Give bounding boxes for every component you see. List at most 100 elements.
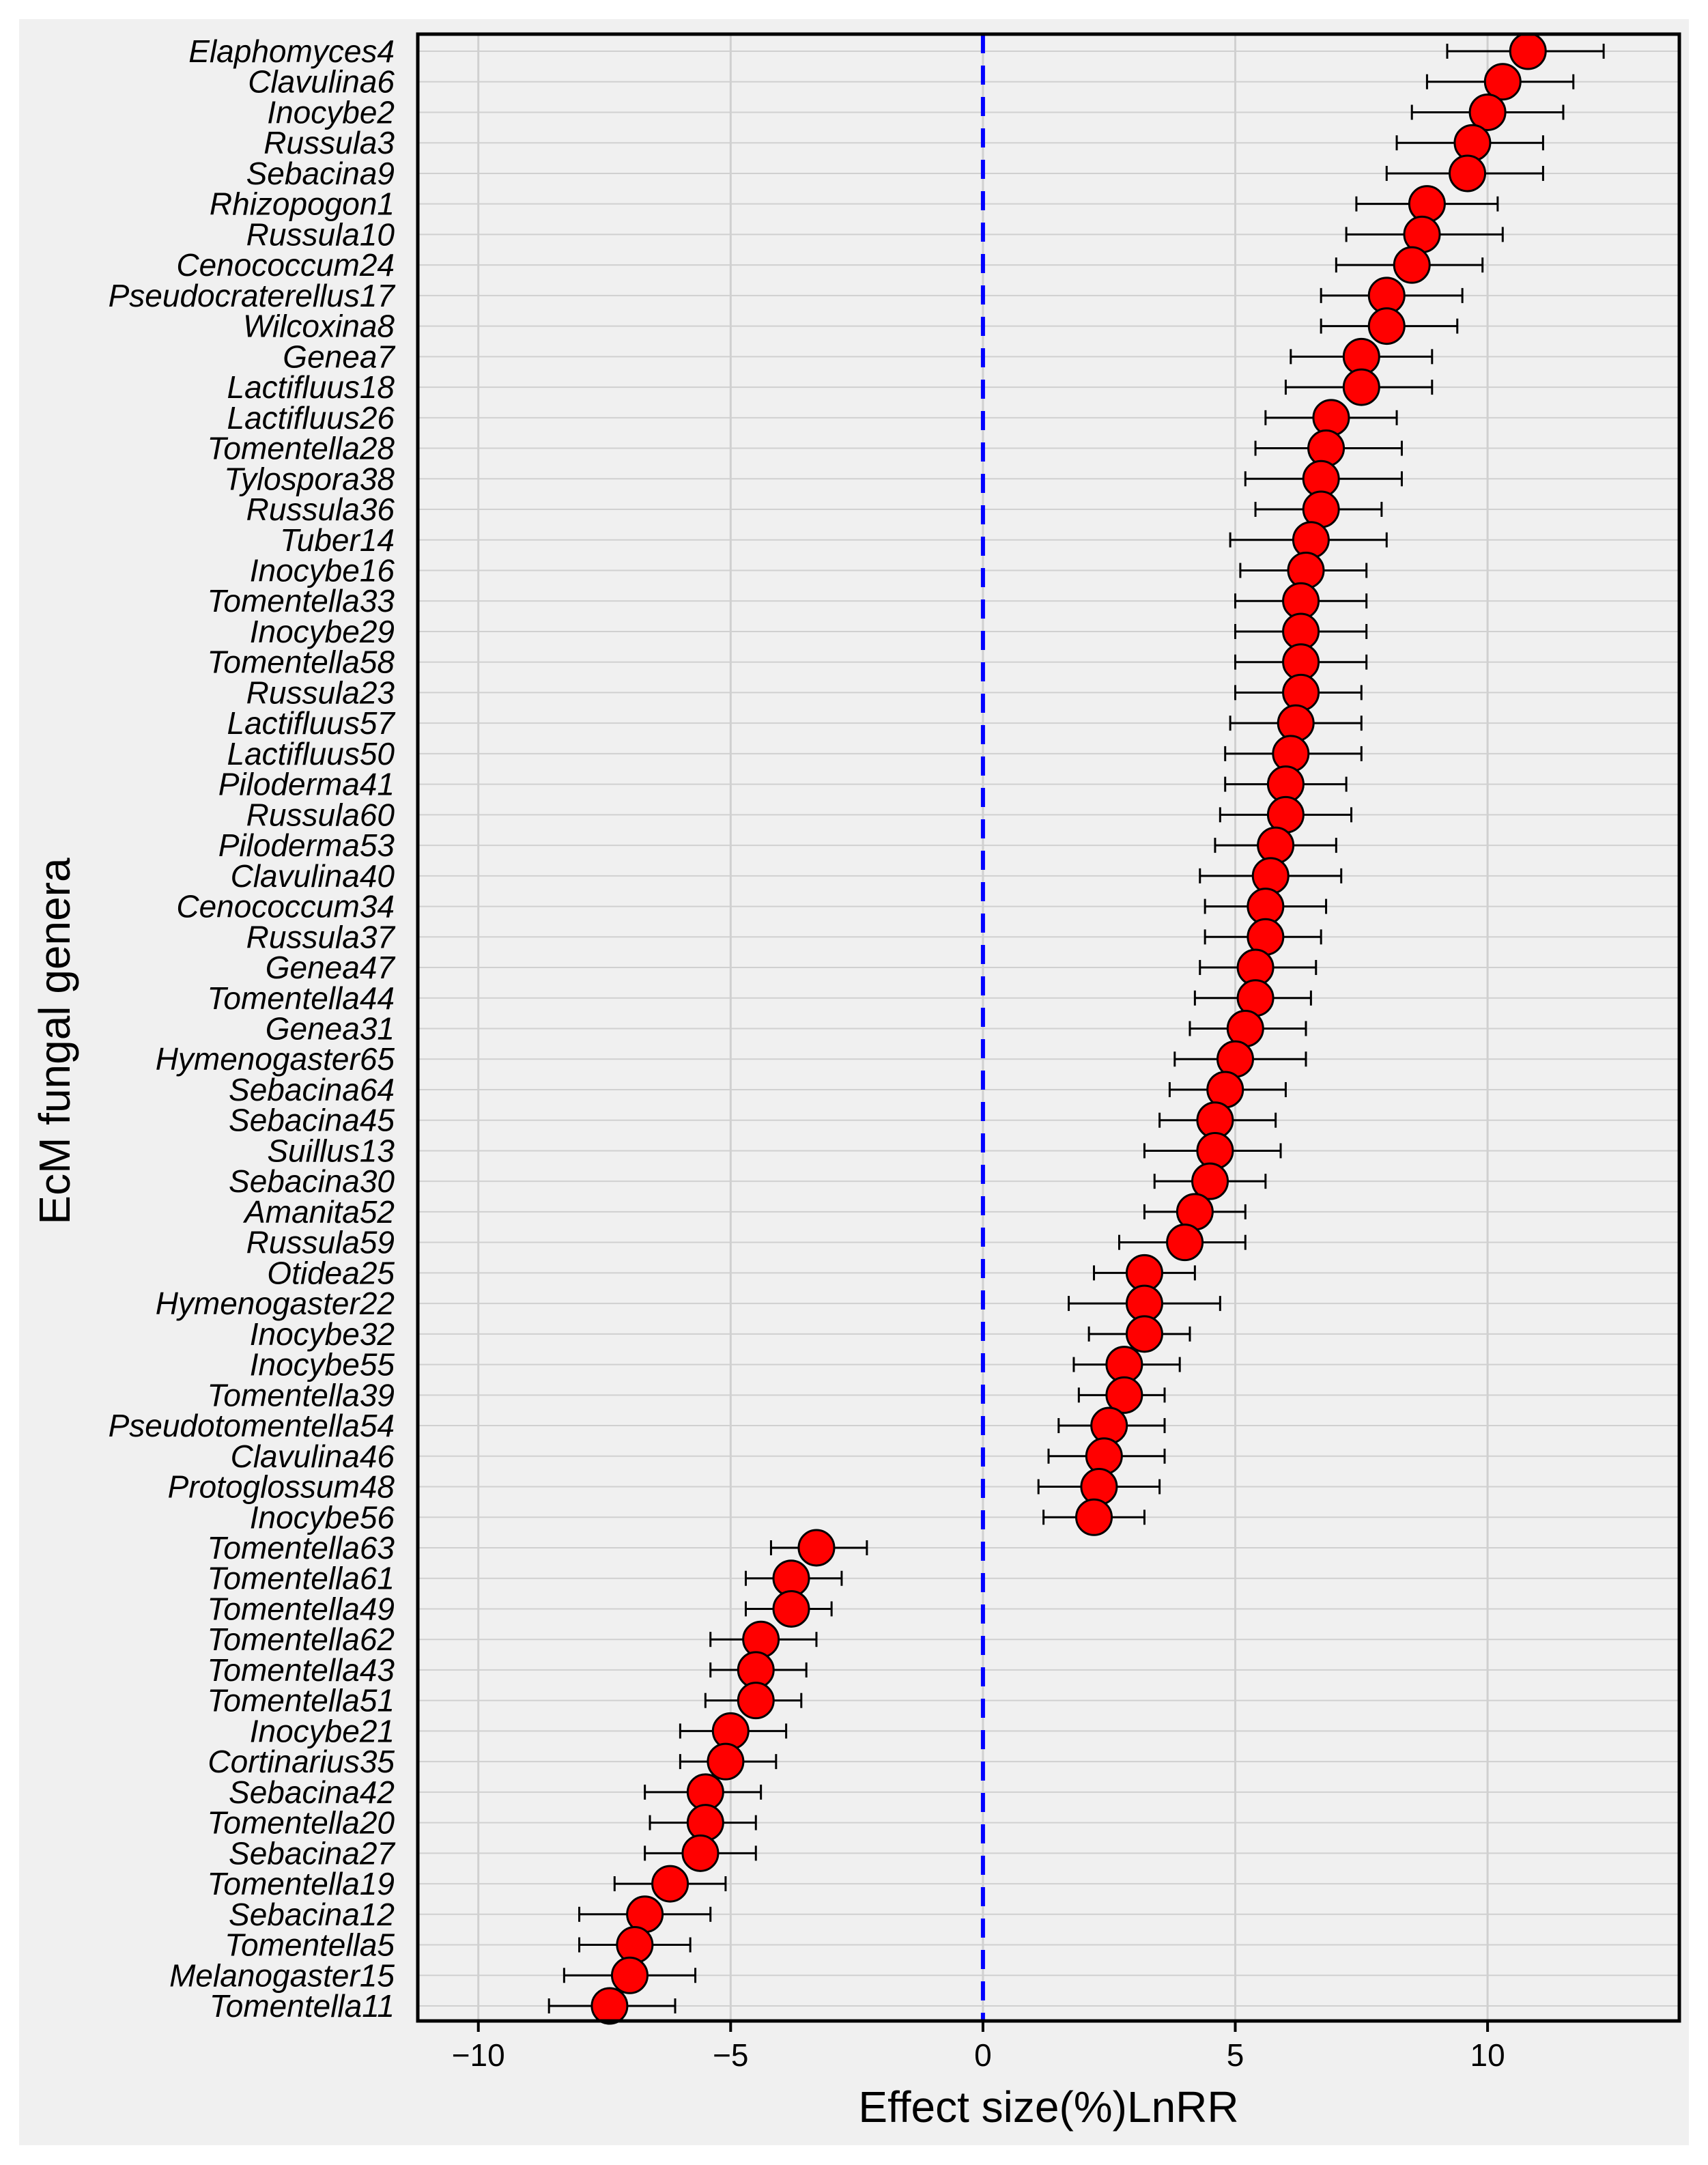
y-tick-labels: Elaphomyces4Clavulina6Inocybe2Russula3Se… bbox=[109, 33, 396, 2024]
effect-point bbox=[1342, 368, 1380, 406]
y-tick-label: Pseudocraterellus17 bbox=[109, 278, 396, 313]
x-tick-labels: −10 −5 0 5 10 bbox=[452, 2021, 1505, 2073]
y-tick-label: Tomentella43 bbox=[208, 1652, 395, 1688]
y-tick-label: Genea7 bbox=[283, 339, 395, 374]
effect-point bbox=[1251, 857, 1290, 895]
y-tick-label: Lactifluus26 bbox=[227, 400, 395, 436]
effect-point bbox=[1277, 704, 1315, 742]
y-tick-label: Russula59 bbox=[246, 1225, 395, 1260]
y-tick-label: Tomentella19 bbox=[208, 1866, 395, 1901]
x-tick-label: 10 bbox=[1470, 2037, 1505, 2073]
effect-point bbox=[616, 1926, 654, 1964]
effect-point bbox=[1282, 673, 1320, 711]
y-tick-label: Inocybe2 bbox=[267, 94, 395, 130]
effect-point bbox=[797, 1529, 836, 1567]
y-tick-label: Inocybe32 bbox=[250, 1316, 395, 1352]
y-tick-label: Hymenogaster22 bbox=[156, 1286, 395, 1321]
y-tick-label: Hymenogaster65 bbox=[156, 1041, 395, 1077]
y-tick-label: Inocybe56 bbox=[250, 1499, 395, 1535]
effect-point bbox=[707, 1742, 745, 1781]
y-tick-label: Rhizopogon1 bbox=[210, 186, 395, 222]
y-tick-label: Piloderma53 bbox=[218, 827, 395, 863]
y-tick-label: Russula10 bbox=[246, 216, 395, 252]
y-tick-label: Tomentella33 bbox=[208, 583, 395, 619]
y-tick-label: Inocybe16 bbox=[250, 552, 395, 588]
x-axis-label: Effect size(%)LnRR bbox=[858, 2082, 1238, 2132]
effect-point bbox=[742, 1620, 780, 1658]
effect-points bbox=[590, 32, 1547, 2025]
y-tick-label: Tomentella51 bbox=[208, 1683, 395, 1718]
effect-point bbox=[1166, 1223, 1204, 1262]
y-tick-label: Cenococcum34 bbox=[176, 889, 395, 924]
y-tick-label: Melanogaster15 bbox=[169, 1957, 395, 1993]
effect-point bbox=[681, 1834, 720, 1872]
y-tick-label: Russula23 bbox=[246, 675, 395, 710]
y-tick-label: Tomentella11 bbox=[210, 1988, 395, 2024]
effect-point bbox=[1257, 826, 1295, 864]
y-tick-label: Tomentella58 bbox=[208, 645, 395, 680]
y-tick-label: Piloderma41 bbox=[218, 767, 395, 802]
x-tick-label: −5 bbox=[713, 2037, 748, 2073]
y-tick-label: Tylospora38 bbox=[224, 461, 395, 496]
effect-point bbox=[737, 1682, 775, 1720]
y-tick-label: Tomentella62 bbox=[208, 1622, 395, 1657]
y-tick-label: Clavulina40 bbox=[231, 858, 395, 894]
y-tick-label: Tomentella63 bbox=[208, 1530, 395, 1566]
y-tick-label: Wilcoxina8 bbox=[243, 309, 395, 344]
y-axis-label: EcM fungal genera bbox=[30, 858, 79, 1225]
y-tick-label: Russula3 bbox=[264, 125, 395, 160]
y-tick-label: Russula37 bbox=[246, 919, 396, 954]
effect-point bbox=[1367, 307, 1406, 345]
effect-point bbox=[1191, 1162, 1229, 1200]
y-tick-label: Tomentella61 bbox=[208, 1561, 395, 1596]
effect-point bbox=[1408, 185, 1446, 223]
x-tick-label: 5 bbox=[1227, 2037, 1244, 2073]
plot-border bbox=[416, 32, 1681, 2023]
y-tick-label: Tomentella49 bbox=[208, 1591, 395, 1626]
effect-point bbox=[772, 1589, 810, 1628]
y-tick-label: Lactifluus18 bbox=[227, 369, 395, 405]
effect-point bbox=[1393, 246, 1431, 284]
effect-point bbox=[590, 1987, 629, 2025]
y-tick-label: Inocybe21 bbox=[250, 1713, 395, 1749]
y-tick-label: Russula36 bbox=[246, 492, 395, 527]
effect-point bbox=[1468, 93, 1507, 131]
effect-point bbox=[1312, 399, 1350, 437]
effect-point bbox=[711, 1712, 750, 1750]
y-tick-label: Lactifluus57 bbox=[227, 705, 396, 741]
effect-point bbox=[1287, 551, 1325, 589]
y-tick-label: Tomentella28 bbox=[208, 431, 395, 466]
effect-point bbox=[1272, 735, 1310, 773]
y-tick-label: Inocybe55 bbox=[250, 1347, 395, 1383]
effect-point bbox=[651, 1865, 689, 1903]
effect-point bbox=[1449, 154, 1487, 193]
effect-point bbox=[1090, 1406, 1128, 1445]
effect-point bbox=[686, 1804, 724, 1842]
y-tick-label: Cenococcum24 bbox=[176, 247, 395, 283]
y-tick-label: Amanita52 bbox=[242, 1194, 395, 1230]
effect-point bbox=[1196, 1131, 1234, 1170]
y-tick-label: Suillus13 bbox=[267, 1133, 395, 1168]
y-tick-label: Pseudotomentella54 bbox=[109, 1408, 395, 1443]
effect-point bbox=[1105, 1376, 1143, 1414]
y-tick-label: Tomentella39 bbox=[208, 1377, 395, 1413]
x-tick-label: 0 bbox=[974, 2037, 992, 2073]
y-tick-label: Cortinarius35 bbox=[208, 1744, 395, 1779]
y-tick-label: Elaphomyces4 bbox=[188, 33, 395, 69]
effect-point bbox=[1075, 1498, 1113, 1536]
x-tick-label: −10 bbox=[452, 2037, 505, 2073]
y-tick-label: Sebacina27 bbox=[229, 1835, 395, 1871]
effect-point bbox=[610, 1956, 649, 1994]
y-tick-label: Genea47 bbox=[266, 950, 396, 985]
y-tick-label: Sebacina64 bbox=[229, 1072, 395, 1107]
effect-point bbox=[1307, 429, 1346, 468]
effect-point bbox=[1292, 521, 1330, 559]
effect-point bbox=[1080, 1468, 1118, 1506]
effect-point bbox=[1085, 1437, 1123, 1475]
effect-point bbox=[1483, 63, 1522, 101]
y-tick-label: Sebacina12 bbox=[229, 1897, 395, 1932]
y-tick-label: Tomentella44 bbox=[208, 980, 395, 1016]
y-tick-label: Genea31 bbox=[266, 1011, 395, 1047]
y-tick-label: Sebacina30 bbox=[229, 1163, 395, 1199]
